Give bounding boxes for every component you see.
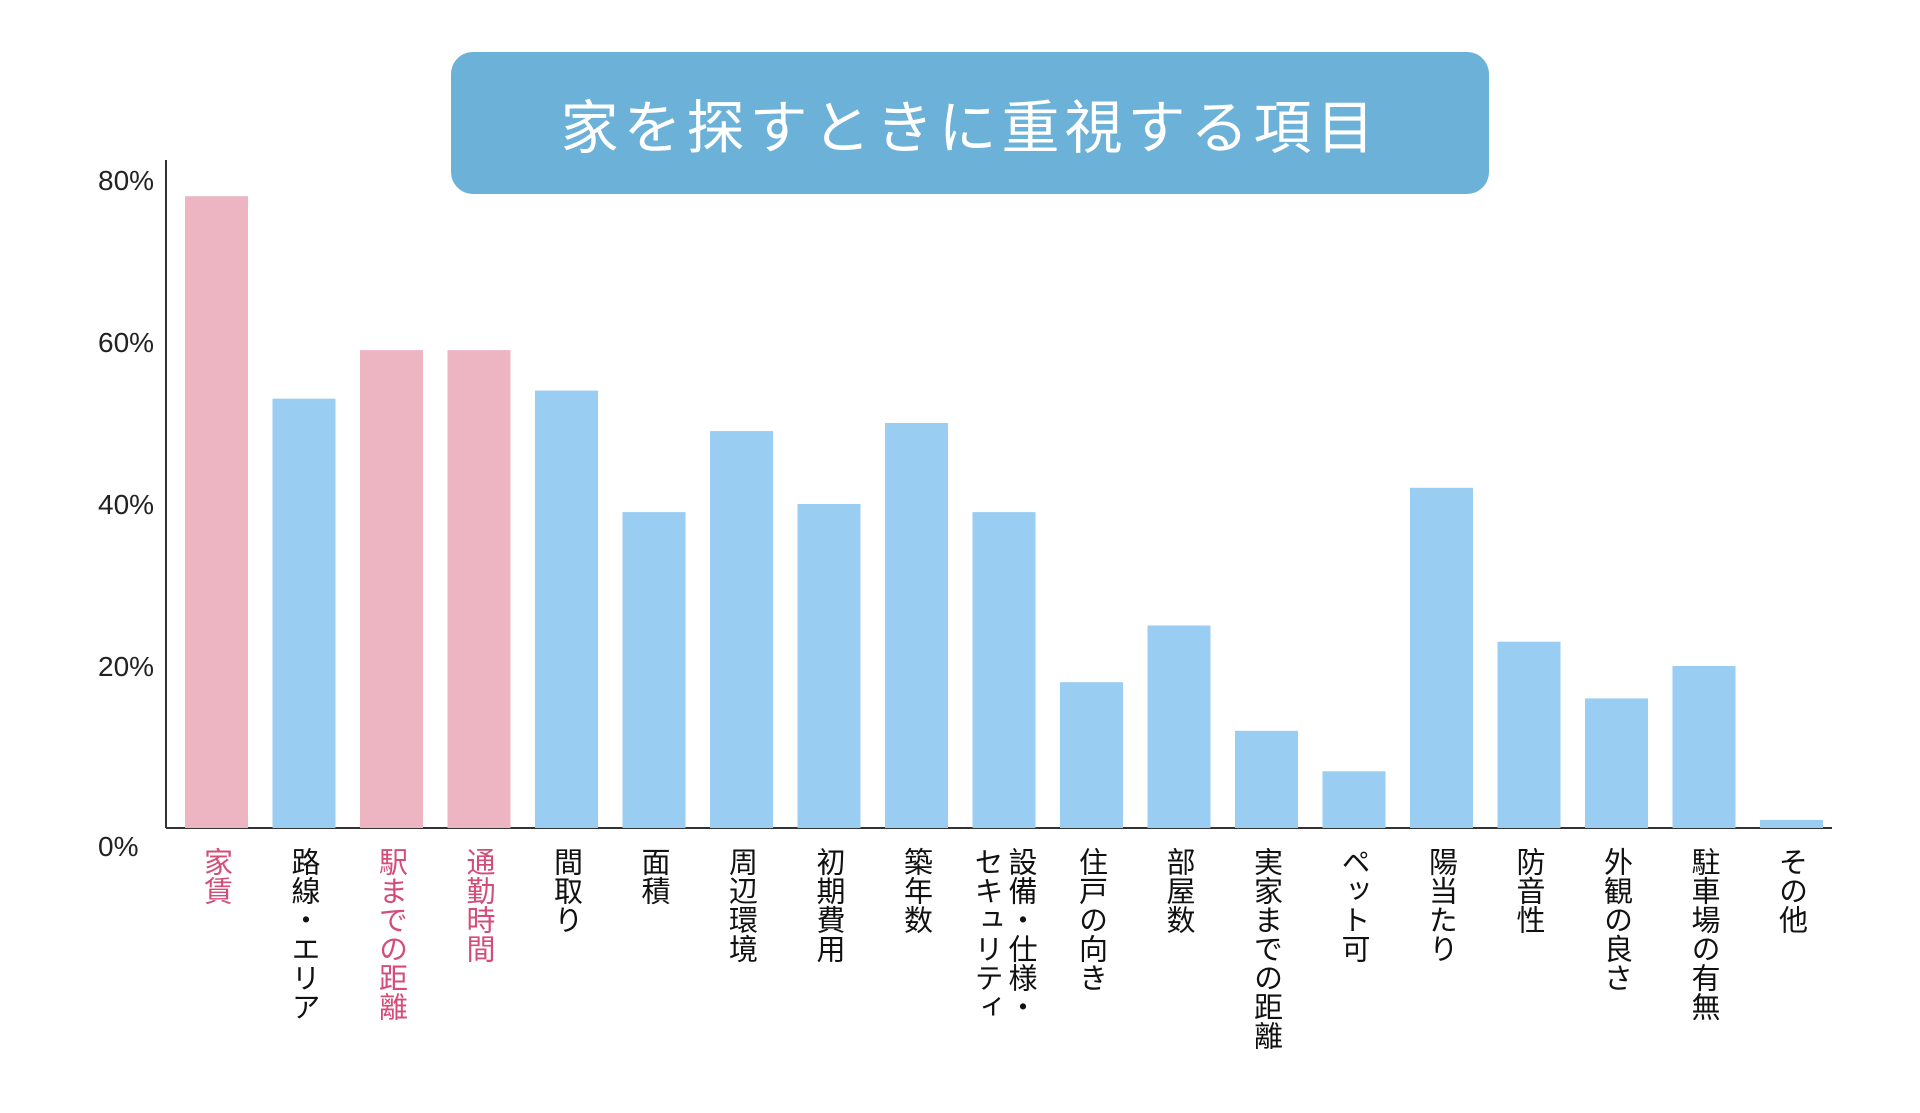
- x-category-label: 部屋数: [1162, 847, 1196, 934]
- bar: [797, 504, 861, 828]
- x-category-label: 家賃: [200, 847, 234, 905]
- bar: [360, 350, 423, 828]
- x-category-label: 路線・エリア: [287, 847, 321, 1021]
- bar: [885, 423, 948, 828]
- bar: [1410, 487, 1473, 828]
- y-tick-label: 80%: [98, 165, 154, 196]
- bar: [1235, 730, 1298, 828]
- x-category-label: 外観の良さ: [1600, 847, 1634, 992]
- x-category-label: 駐車場の有無: [1687, 847, 1721, 1021]
- x-category-label: 防音性: [1512, 847, 1546, 934]
- x-category-label: セキュリティ: [970, 847, 1004, 1021]
- x-category-label: ペット可: [1337, 847, 1371, 963]
- bar: [447, 350, 511, 828]
- x-category-label: 面積: [637, 847, 671, 905]
- x-category-label: 周辺環境: [725, 847, 759, 963]
- bar: [185, 196, 248, 828]
- bar: [972, 512, 1036, 828]
- x-category-label: 駅までの距離: [375, 847, 409, 1021]
- bar: [1672, 666, 1736, 828]
- bar: [622, 512, 686, 828]
- bar: [1322, 771, 1386, 828]
- x-category-label: その他: [1775, 847, 1809, 934]
- x-category-label: 設備・仕様・: [1004, 847, 1038, 1021]
- chart-title-box: 家を探すときに重視する項目: [451, 52, 1489, 194]
- y-tick-label: 20%: [98, 651, 154, 682]
- x-category-label: 初期費用: [812, 847, 846, 963]
- chart-title: 家を探すときに重視する項目: [560, 94, 1380, 162]
- x-category-label: 築年数: [900, 847, 934, 934]
- y-tick-label: 0%: [98, 831, 138, 862]
- bar: [710, 431, 773, 828]
- x-category-label: 通勤時間: [462, 847, 496, 963]
- y-tick-label: 60%: [98, 327, 154, 358]
- bar: [1760, 819, 1823, 828]
- bar: [535, 390, 598, 828]
- bar: [272, 398, 336, 828]
- bar: [1147, 625, 1211, 828]
- y-tick-label: 40%: [98, 489, 154, 520]
- bar: [1497, 641, 1561, 828]
- x-category-label: 住戸の向き: [1075, 847, 1109, 992]
- x-category-label: 実家までの距離: [1250, 847, 1284, 1050]
- bar: [1060, 682, 1123, 828]
- bar: [1585, 698, 1648, 828]
- x-category-label: 陽当たり: [1425, 847, 1459, 963]
- x-category-label: 間取り: [550, 847, 584, 934]
